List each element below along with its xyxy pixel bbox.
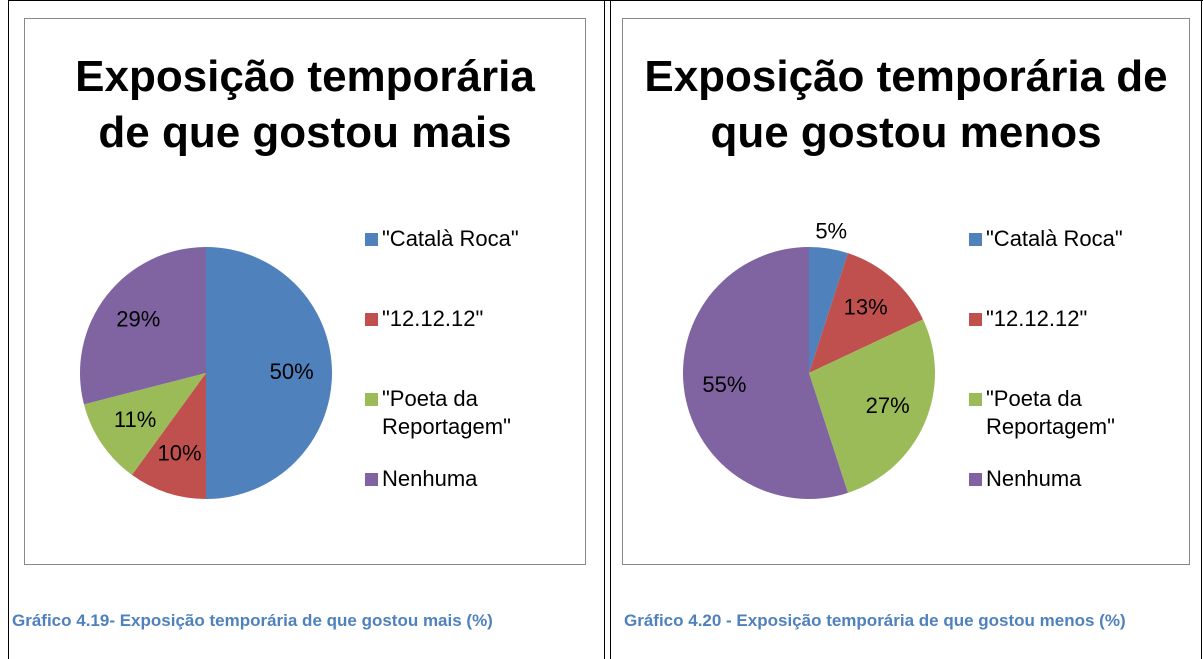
legend-item: "Poeta da Reportagem" xyxy=(969,385,1159,441)
pie-slice xyxy=(80,247,206,405)
pie-slice xyxy=(131,373,206,499)
legend-label: "12.12.12" xyxy=(986,306,1088,331)
table-border xyxy=(610,0,611,659)
legend-item: Nenhuma xyxy=(365,465,555,493)
pie: 50% 10%11% 29% xyxy=(80,247,332,499)
caption: Gráfico 4.19- Exposição temporária de qu… xyxy=(12,611,493,630)
table-border xyxy=(604,0,605,659)
legend-item: "12.12.12" xyxy=(365,305,555,333)
pie-slice xyxy=(809,253,924,373)
legend-swatch xyxy=(365,313,378,326)
legend-swatch xyxy=(969,233,982,246)
legend-item: "12.12.12" xyxy=(969,305,1159,333)
legend-label: "12.12.12" xyxy=(382,306,484,331)
legend-label: Nenhuma xyxy=(382,466,478,491)
legend-swatch xyxy=(365,393,378,406)
chart: Exposição temporária de que gostou menos… xyxy=(622,18,1190,565)
chart-title: Exposição temporária de que gostou menos xyxy=(644,52,1168,157)
data-label: 27% xyxy=(866,393,910,418)
data-label: 55% xyxy=(702,372,746,397)
legend-swatch xyxy=(969,313,982,326)
pie-slice xyxy=(206,247,332,499)
legend-item: Nenhuma xyxy=(969,465,1159,493)
chart-title: Exposição temporária de que gostou mais xyxy=(75,52,535,157)
caption: Gráfico 4.20 - Exposição temporária de q… xyxy=(624,611,1126,630)
pie-slice xyxy=(809,319,935,493)
legend-swatch xyxy=(969,393,982,406)
data-label: 13% xyxy=(844,295,888,320)
legend-swatch xyxy=(365,233,378,246)
legend-label: Nenhuma xyxy=(986,466,1082,491)
legend-swatch xyxy=(365,473,378,486)
legend-swatch xyxy=(969,473,982,486)
table-border xyxy=(8,0,9,659)
data-label: 29% xyxy=(116,306,160,331)
data-label: 11% xyxy=(114,407,156,432)
data-label: 50% xyxy=(270,359,314,384)
legend-label: "Poeta da Reportagem" xyxy=(382,386,511,439)
chart: Exposição temporária de que gostou mais 5… xyxy=(24,18,586,565)
legend-label: "Català Roca" xyxy=(986,226,1123,251)
data-label: 5% xyxy=(815,219,847,244)
pie-slice xyxy=(683,247,848,499)
pie-slice xyxy=(809,247,848,373)
legend-item: "Poeta da Reportagem" xyxy=(365,385,555,441)
table-border xyxy=(1201,0,1202,659)
data-label: 10% xyxy=(157,440,201,465)
pie-slice xyxy=(83,373,206,475)
legend-item: "Català Roca" xyxy=(969,225,1159,253)
legend-label: "Poeta da Reportagem" xyxy=(986,386,1115,439)
legend-label: "Català Roca" xyxy=(382,226,519,251)
legend-item: "Català Roca" xyxy=(365,225,555,253)
pie: 5% 13% 27% 55% xyxy=(683,219,935,499)
table-border xyxy=(8,0,1203,1)
